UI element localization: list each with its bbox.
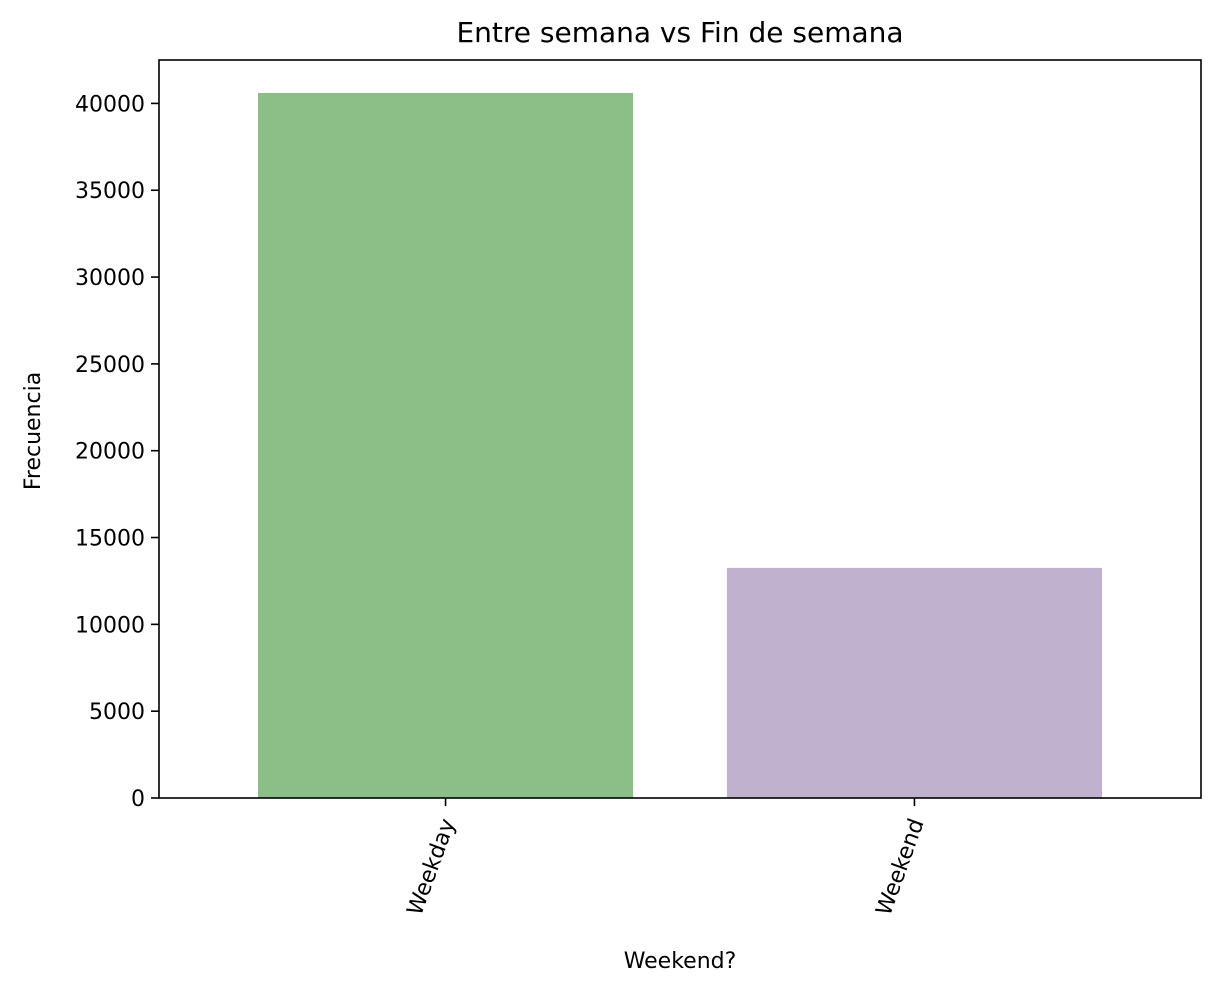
y-tick-label: 15000 (75, 527, 145, 552)
x-axis-label: Weekend? (624, 949, 737, 974)
y-tick-label: 0 (131, 787, 145, 812)
bars-group (258, 93, 1102, 798)
bar-weekday (258, 93, 634, 798)
y-tick-label: 40000 (75, 92, 145, 117)
y-tick-label: 30000 (75, 266, 145, 291)
y-axis: 0 5000 10000 15000 20000 25000 30000 35000 40000 (75, 92, 159, 812)
y-tick-label: 5000 (89, 700, 145, 725)
plot-frame (158, 59, 1202, 799)
x-tick-label: Weekend (872, 816, 930, 919)
x-tick-label: Weekday (403, 816, 461, 919)
y-tick-label: 20000 (75, 440, 145, 465)
x-axis: Weekday Weekend (403, 798, 930, 919)
y-axis-label: Frecuencia (21, 372, 46, 490)
y-tick-label: 35000 (75, 179, 145, 204)
chart-title: Entre semana vs Fin de semana (456, 16, 903, 49)
y-tick-label: 10000 (75, 613, 145, 638)
bar-weekend (726, 567, 1102, 798)
y-tick-label: 25000 (75, 353, 145, 378)
